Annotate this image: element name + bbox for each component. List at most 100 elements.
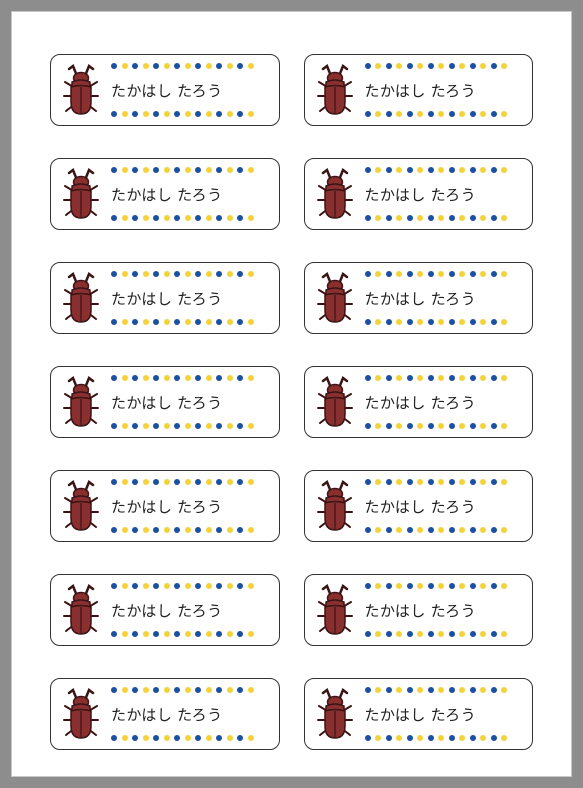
decor-dot [470,215,476,221]
decor-dot [132,63,138,69]
beetle-icon [59,374,103,430]
decor-dot [237,271,243,277]
decor-dot [365,735,371,741]
decor-dot-row [109,631,271,637]
decor-dot [206,63,212,69]
decor-dot [407,167,413,173]
decor-dot [248,527,254,533]
decor-dot [449,479,455,485]
decor-dot [375,375,381,381]
label-icon-wrap [59,478,103,534]
label-text-wrap: たかはし たろう [363,687,525,741]
decor-dot-row [363,111,525,117]
label-text-wrap: たかはし たろう [363,63,525,117]
decor-dot [428,111,434,117]
name-label: たかはし たろう [304,54,534,126]
decor-dot [501,319,507,325]
decor-dot [216,735,222,741]
decor-dot [365,479,371,485]
decor-dot [195,375,201,381]
beetle-icon [59,166,103,222]
decor-dot [491,319,497,325]
decor-dot [237,735,243,741]
decor-dot [396,271,402,277]
beetle-icon [313,374,357,430]
decor-dot [164,215,170,221]
decor-dot [174,63,180,69]
decor-dot [111,63,117,69]
decor-dot [227,167,233,173]
decor-dot [501,271,507,277]
decor-dot [449,375,455,381]
decor-dot [470,63,476,69]
label-text-wrap: たかはし たろう [363,583,525,637]
decor-dot [375,687,381,693]
decor-dot [216,111,222,117]
decor-dot [227,687,233,693]
decor-dot [365,271,371,277]
decor-dot [143,375,149,381]
decor-dot [132,375,138,381]
decor-dot [185,735,191,741]
decor-dot [122,167,128,173]
label-icon-wrap [59,166,103,222]
decor-dot [459,215,465,221]
label-text-wrap: たかはし たろう [363,167,525,221]
decor-dot [417,479,423,485]
decor-dot [480,271,486,277]
decor-dot [491,631,497,637]
decor-dot [449,215,455,221]
decor-dot [164,111,170,117]
decor-dot [111,527,117,533]
decor-dot-row [109,111,271,117]
decor-dot [227,631,233,637]
decor-dot [122,527,128,533]
decor-dot [375,423,381,429]
decor-dot [248,479,254,485]
decor-dot [491,735,497,741]
decor-dot [206,111,212,117]
decor-dot [132,631,138,637]
decor-dot [248,111,254,117]
decor-dot [428,631,434,637]
decor-dot-row [109,63,271,69]
decor-dot [438,271,444,277]
decor-dot [248,423,254,429]
decor-dot [216,583,222,589]
decor-dot [153,527,159,533]
decor-dot [195,735,201,741]
decor-dot [122,687,128,693]
decor-dot [153,423,159,429]
decor-dot [491,63,497,69]
decor-dot [428,63,434,69]
decor-dot [216,527,222,533]
decor-dot [143,215,149,221]
name-label: たかはし たろう [304,158,534,230]
decor-dot [164,319,170,325]
decor-dot [206,527,212,533]
decor-dot [470,583,476,589]
beetle-icon [59,270,103,326]
label-icon-wrap [313,478,357,534]
decor-dot [386,63,392,69]
decor-dot [375,479,381,485]
name-label: たかはし たろう [50,366,280,438]
decor-dot [365,631,371,637]
decor-dot [237,583,243,589]
decor-dot-row [109,167,271,173]
decor-dot [491,527,497,533]
decor-dot [480,319,486,325]
name-label: たかはし たろう [50,158,280,230]
decor-dot [248,215,254,221]
decor-dot [501,583,507,589]
decor-dot [111,271,117,277]
decor-dot [153,687,159,693]
decor-dot [417,527,423,533]
decor-dot [501,687,507,693]
decor-dot [227,375,233,381]
beetle-icon [313,686,357,742]
decor-dot [491,271,497,277]
decor-dot [185,479,191,485]
decor-dot [480,375,486,381]
decor-dot [143,167,149,173]
